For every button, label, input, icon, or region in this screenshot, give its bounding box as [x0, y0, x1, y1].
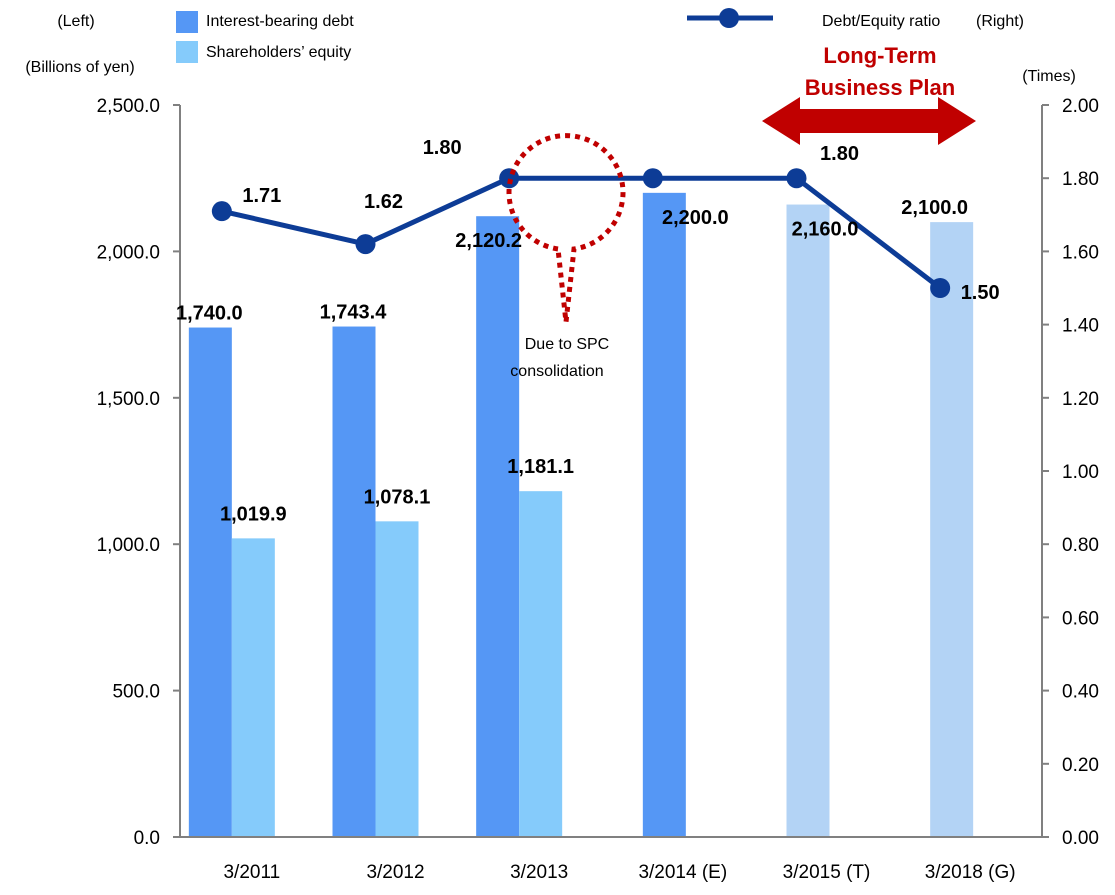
- bar-interest-bearing-debt-2: [476, 216, 520, 837]
- left-tick-label-0: 0.0: [134, 828, 160, 849]
- right-tick-label-1: 0.20: [1062, 755, 1099, 776]
- left-axis-label: (Billions of yen): [25, 59, 134, 76]
- right-tick-label-2: 0.40: [1062, 682, 1099, 703]
- x-tick-label-2: 3/2013: [510, 862, 568, 883]
- x-tick-label-0: 3/2011: [223, 862, 280, 883]
- spc-callout: Due to SPC consolidation: [506, 133, 626, 380]
- left-tick-label-3: 1,500.0: [97, 389, 160, 410]
- left-tick-label-1: 500.0: [112, 682, 160, 703]
- plan-title-line1: Long-Term: [823, 43, 936, 68]
- left-axis-unit-top: (Left): [57, 13, 94, 30]
- ratio-label-5: 1.50: [961, 282, 1000, 304]
- ratio-line: [221, 175, 942, 290]
- label-equity-1: 1,078.1: [364, 486, 431, 508]
- legend-label-shareholders-equity: Shareholders’ equity: [206, 44, 351, 61]
- label-equity-2: 1,181.1: [507, 456, 574, 478]
- right-axis-unit-top: (Right): [976, 13, 1024, 30]
- x-tick-label-3: 3/2014 (E): [638, 862, 727, 883]
- ratio-label-1: 1.62: [364, 191, 403, 213]
- ratio-label-2: 1.80: [423, 137, 462, 159]
- ratio-marker-0: [211, 201, 232, 222]
- long-term-plan-annotation: Long-Term Business Plan: [762, 43, 976, 145]
- right-tick-label-10: 2.00: [1062, 96, 1099, 117]
- label-debt-0: 1,740.0: [176, 303, 243, 325]
- legend-swatch-shareholders-equity: [176, 41, 198, 63]
- right-tick-label-6: 1.20: [1062, 389, 1099, 410]
- label-equity-0: 1,019.9: [220, 503, 287, 525]
- left-tick-label-2: 1,000.0: [97, 535, 160, 556]
- x-tick-label-4: 3/2015 (T): [783, 862, 871, 883]
- x-tick-label-5: 3/2018 (G): [925, 862, 1016, 883]
- right-axis-label: (Times): [1022, 68, 1076, 85]
- bar-interest-bearing-debt-0: [188, 327, 232, 837]
- spc-callout-bubble: [506, 133, 626, 323]
- bar-interest-bearing-debt-3: [642, 192, 686, 838]
- legend-label-debt-equity-ratio: Debt/Equity ratio: [822, 13, 940, 30]
- spc-note-line2: consolidation: [510, 363, 603, 380]
- data-labels-layer: 1,740.0 1,019.9 1,743.4 1,078.1 2,120.2 1,181…: [176, 137, 1000, 525]
- right-tick-label-3: 0.60: [1062, 608, 1099, 629]
- label-debt-2: 2,120.2: [455, 230, 522, 252]
- axes-layer: 3/2011 3/2012 3/2013 3/2014 (E) 3/2015 (T) 3/…: [97, 96, 1099, 883]
- bar-interest-bearing-debt-1: [332, 326, 376, 837]
- left-tick-label-4: 2,000.0: [97, 242, 160, 263]
- bar-shareholders-equity-2: [519, 491, 563, 837]
- ratio-line-layer: [211, 168, 951, 298]
- label-debt-3: 2,200.0: [662, 207, 729, 229]
- ratio-marker-3: [642, 168, 663, 189]
- bar-plan-debt-5: [930, 222, 974, 837]
- plan-title-line2: Business Plan: [805, 75, 955, 100]
- ratio-marker-2: [499, 168, 520, 189]
- ratio-marker-4: [786, 168, 807, 189]
- plan-period-double-arrow: [762, 97, 976, 145]
- right-tick-label-5: 1.00: [1062, 462, 1099, 483]
- legend-marker-debt-equity-ratio: [719, 8, 739, 28]
- legend: (Left) (Billions of yen) Interest-bearin…: [25, 8, 1076, 85]
- bar-shareholders-equity-1: [375, 521, 419, 837]
- label-plan-debt-5: 2,100.0: [901, 197, 968, 219]
- bars-layer: [188, 192, 974, 838]
- label-plan-debt-4: 2,160.0: [792, 219, 859, 241]
- spc-note-line1: Due to SPC: [525, 336, 609, 353]
- bar-shareholders-equity-0: [231, 538, 275, 837]
- right-tick-label-7: 1.40: [1062, 316, 1099, 337]
- label-debt-1: 1,743.4: [320, 302, 388, 324]
- left-tick-label-5: 2,500.0: [97, 96, 160, 117]
- ratio-marker-1: [355, 234, 376, 255]
- ratio-marker-5: [930, 278, 951, 298]
- legend-label-interest-bearing-debt: Interest-bearing debt: [206, 13, 354, 30]
- x-tick-label-1: 3/2012: [366, 862, 424, 883]
- bar-plan-debt-4: [786, 204, 830, 837]
- ratio-label-0: 1.71: [242, 185, 281, 207]
- right-tick-label-4: 0.80: [1062, 535, 1099, 556]
- right-tick-label-0: 0.00: [1062, 828, 1099, 849]
- right-tick-label-9: 1.80: [1062, 169, 1099, 190]
- ratio-label-4: 1.80: [820, 143, 859, 165]
- legend-swatch-interest-bearing-debt: [176, 11, 198, 33]
- right-tick-label-8: 1.60: [1062, 242, 1099, 263]
